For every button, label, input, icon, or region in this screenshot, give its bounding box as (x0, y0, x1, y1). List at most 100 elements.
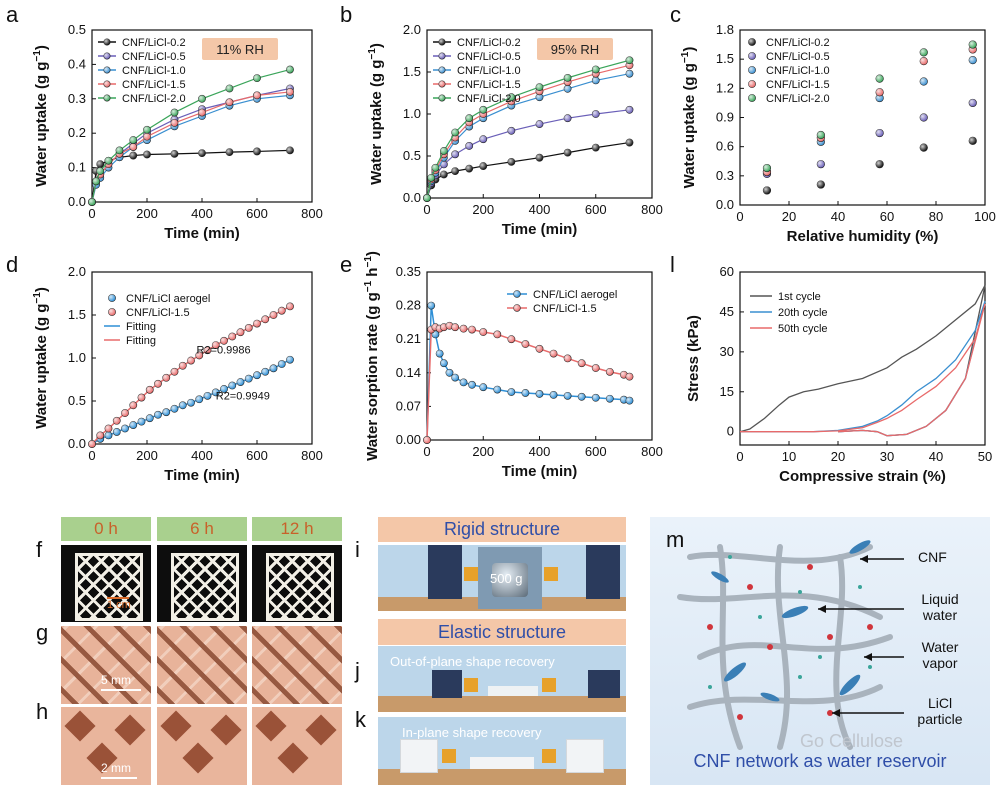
loading-curve (739, 285, 986, 433)
data-point-highlight (625, 397, 634, 405)
photo-g-6h (157, 626, 247, 704)
data-point-highlight (286, 302, 294, 310)
data-point-highlight (919, 48, 928, 57)
data-point-highlight (103, 94, 111, 102)
unloading-curve (837, 285, 986, 437)
data-point-highlight (592, 144, 600, 152)
legend-entry: CNF/LiCl-0.5 (122, 51, 186, 63)
data-point-highlight (625, 56, 634, 64)
r2-annotation-1: R2=0.9986 (197, 345, 251, 357)
legend-entry: CNF/LiCl-0.5 (766, 51, 830, 63)
data-point-highlight (423, 436, 431, 444)
data-point-highlight (278, 307, 286, 315)
y-tick-label: 0.3 (716, 168, 734, 183)
data-point-highlight (535, 83, 544, 91)
x-axis-title: Time (min) (502, 463, 578, 480)
data-point-highlight (170, 368, 179, 376)
y-tick-label: 45 (720, 304, 734, 319)
series-line (91, 91, 291, 203)
data-point-highlight (146, 386, 154, 394)
data-point-highlight (137, 393, 146, 402)
legend-entry: CNF/LiCl-1.5 (122, 79, 186, 91)
y-tick-label: 1.0 (68, 350, 86, 365)
data-point-highlight (103, 66, 111, 74)
x-tick-label: 40 (831, 209, 845, 224)
data-point-highlight (592, 364, 600, 372)
x-tick-label: 100 (974, 209, 996, 224)
data-point-highlight (564, 149, 572, 157)
data-point-highlight (245, 375, 253, 383)
data-point-highlight (436, 350, 444, 358)
data-point-highlight (170, 150, 179, 158)
data-point-highlight (438, 38, 446, 46)
r2-annotation-2: R2=0.9949 (216, 390, 270, 402)
scale-bar-g: 5 mm (101, 673, 131, 687)
x-axis-title: Time (min) (502, 221, 578, 238)
legend-entry: CNF/LiCl-1.5 (457, 79, 521, 91)
data-point-highlight (129, 401, 137, 409)
data-point-highlight (253, 371, 261, 379)
data-point-highlight (564, 85, 572, 93)
data-point-highlight (625, 106, 634, 114)
data-point-highlight (179, 362, 187, 370)
x-tick-label: 30 (880, 449, 894, 464)
legend-entry: CNF/LiCl-1.0 (457, 65, 521, 77)
x-tick-label: 800 (301, 206, 323, 221)
data-point-highlight (253, 91, 261, 99)
chart-panel-a: 0 200 400 600 800 0.0 0.1 0.2 0.3 0.4 0.5 Time (min… (32, 22, 323, 242)
data-point-highlight (121, 409, 129, 417)
y-axis-title: Water uptake (g g−1) (32, 287, 50, 429)
data-point-highlight (919, 57, 928, 65)
x-tick-label: 800 (641, 444, 663, 459)
data-point-highlight (578, 393, 586, 401)
data-point-highlight (465, 114, 473, 122)
data-point-highlight (423, 194, 431, 202)
data-point-highlight (187, 356, 195, 365)
y-tick-label: 1.2 (716, 80, 734, 95)
data-point-highlight (535, 345, 544, 353)
data-point-highlight (143, 126, 151, 134)
legend-entry: Fitting (126, 335, 156, 347)
photo-g-0h: 5 mm (61, 626, 151, 704)
legend-entry: CNF/LiCl aerogel (126, 293, 210, 305)
data-point-highlight (507, 127, 515, 135)
data-point-highlight (507, 93, 515, 101)
time-label-6h: 6 h (157, 517, 247, 541)
data-point-highlight (451, 323, 459, 331)
data-point-highlight (968, 137, 977, 145)
data-point-highlight (286, 65, 294, 74)
legend-entry: 1st cycle (778, 291, 821, 303)
loading-curve (740, 303, 986, 433)
y-tick-label: 0.21 (396, 331, 421, 346)
panel-label-d: d (6, 252, 18, 277)
x-tick-label: 800 (641, 202, 663, 217)
data-point-highlight (748, 66, 756, 74)
x-axis-title: Compressive strain (%) (779, 468, 946, 485)
data-point-highlight (104, 431, 113, 439)
data-point-highlight (919, 143, 928, 152)
legend-entry: 20th cycle (778, 307, 828, 319)
data-point-highlight (493, 386, 501, 394)
data-point-highlight (104, 157, 113, 165)
data-point-highlight (507, 335, 515, 343)
data-point-highlight (113, 417, 121, 425)
x-axis-title: Relative humidity (%) (787, 228, 939, 245)
y-axis-title: Water sorption rate (g g−1 h−1) (363, 251, 381, 461)
x-tick-label: 400 (529, 444, 551, 459)
data-point-highlight (620, 396, 628, 404)
data-point-highlight (968, 99, 977, 107)
data-point-highlight (269, 364, 278, 372)
data-point-highlight (88, 440, 96, 448)
data-point-highlight (103, 52, 111, 60)
rh-badge-label: 95% RH (551, 42, 599, 57)
y-tick-label: 0.5 (68, 22, 86, 37)
data-point-highlight (479, 106, 487, 114)
data-point-highlight (108, 294, 116, 302)
data-point-highlight (875, 74, 884, 83)
data-point-highlight (170, 119, 179, 127)
data-point-highlight (427, 302, 435, 310)
data-point-highlight (606, 368, 614, 376)
x-tick-label: 80 (929, 209, 943, 224)
y-tick-label: 0.5 (403, 148, 421, 163)
panel-label-e: e (340, 252, 352, 277)
